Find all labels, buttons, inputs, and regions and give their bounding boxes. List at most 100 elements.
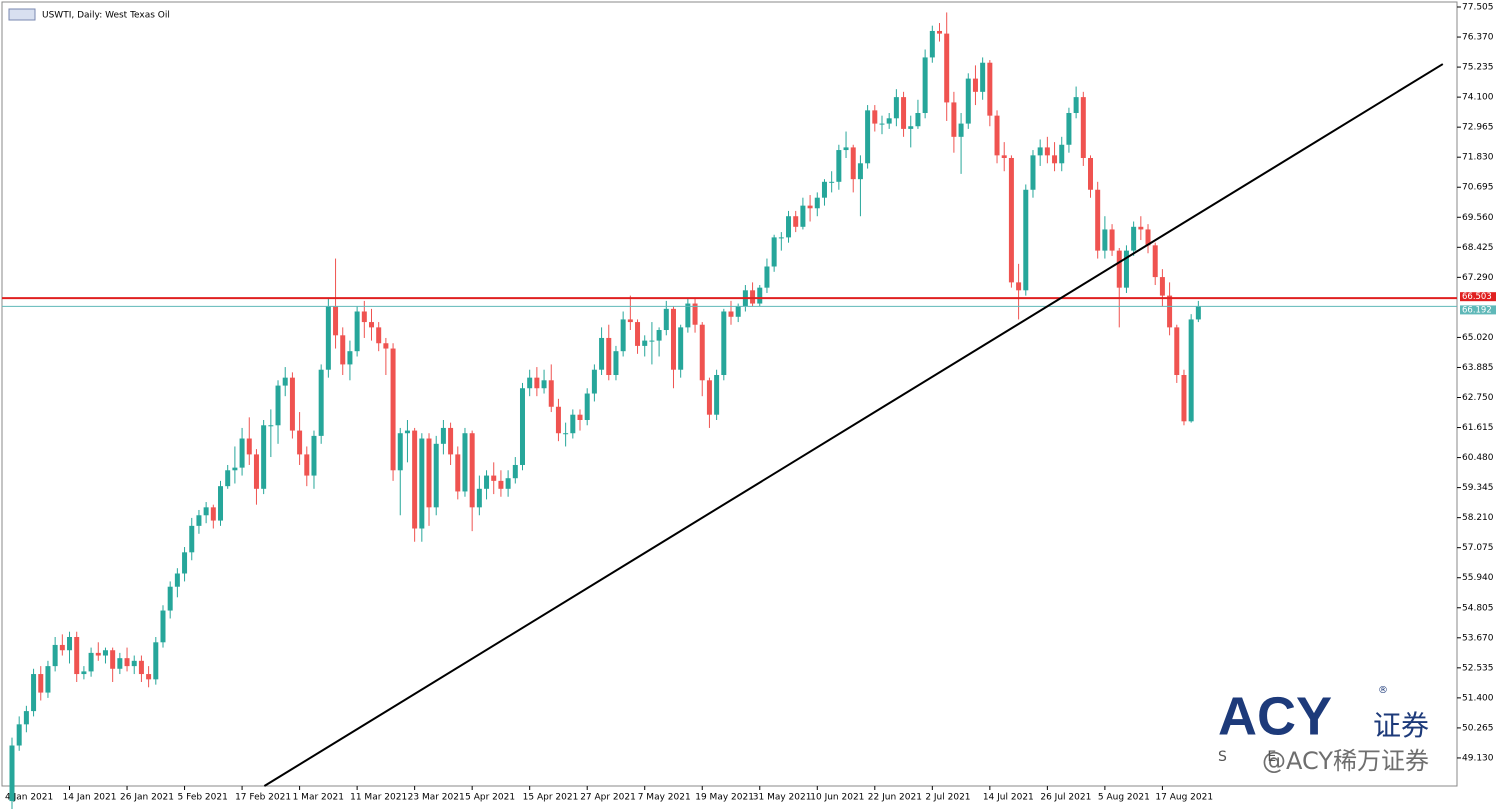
candle-body xyxy=(354,311,360,352)
candle-body xyxy=(886,118,892,124)
logo-cn: 证券 xyxy=(1373,709,1429,742)
candle-body xyxy=(879,123,885,125)
candle-body xyxy=(1008,157,1014,283)
candle-body xyxy=(922,57,928,114)
candle-body xyxy=(1066,113,1072,145)
candle-body xyxy=(793,216,799,227)
candle-body xyxy=(908,126,914,129)
y-tick-label: 76.370 xyxy=(1462,33,1494,43)
candle-body xyxy=(563,433,569,435)
candle-body xyxy=(807,205,813,209)
candle-body xyxy=(814,197,820,209)
candle-body xyxy=(45,666,51,693)
watermark: @ACY稀万证券 xyxy=(1262,747,1429,775)
candle-body xyxy=(505,478,511,489)
candle-body xyxy=(218,486,224,521)
x-tick-label: 11 Mar 2021 xyxy=(350,793,407,803)
x-tick-label: 27 Apr 2021 xyxy=(580,793,636,803)
y-tick-label: 57.075 xyxy=(1462,543,1494,553)
candle-body xyxy=(527,377,533,389)
candle-body xyxy=(369,322,374,328)
x-tick-label: 19 May 2021 xyxy=(695,793,754,803)
candle-body xyxy=(1123,250,1129,288)
candle-body xyxy=(857,163,863,180)
candle-body xyxy=(541,380,547,389)
candle-body xyxy=(261,425,267,489)
candle-body xyxy=(843,147,849,151)
y-tick-label: 68.425 xyxy=(1462,243,1494,253)
trendline xyxy=(263,63,1444,787)
candle-body xyxy=(699,324,705,381)
candle-body xyxy=(124,658,130,667)
candle-body xyxy=(678,327,684,370)
candle-body xyxy=(1159,277,1165,296)
candle-body xyxy=(102,650,108,656)
candle-body xyxy=(965,78,971,124)
candle-body xyxy=(1181,375,1187,422)
candle-body xyxy=(1102,229,1108,251)
y-tick-label: 49.130 xyxy=(1462,753,1494,763)
candle-body xyxy=(146,674,152,680)
candle-body xyxy=(203,507,209,516)
candle-body xyxy=(347,351,353,365)
candle-body xyxy=(275,385,281,426)
y-tick-label: 65.020 xyxy=(1462,333,1494,343)
logo-mark: ACY xyxy=(1218,686,1332,746)
y-tick-label: 61.615 xyxy=(1462,423,1494,433)
candle-body xyxy=(577,414,583,420)
x-tick-label: 14 Jan 2021 xyxy=(63,793,117,803)
candle-body xyxy=(893,97,899,119)
y-tick-label: 70.695 xyxy=(1462,183,1494,193)
candle-body xyxy=(584,393,590,420)
candle-body xyxy=(649,340,655,342)
candle-body xyxy=(1073,97,1079,114)
candle-body xyxy=(901,97,907,129)
candle-body xyxy=(599,337,605,370)
candle-body xyxy=(872,110,878,124)
candle-body xyxy=(462,433,468,492)
candle-body xyxy=(555,406,561,434)
candle-body xyxy=(570,414,576,434)
candle-body xyxy=(865,110,871,164)
candle-body xyxy=(663,308,669,331)
candle-body xyxy=(786,216,792,238)
x-tick-label: 15 Apr 2021 xyxy=(523,793,579,803)
y-tick-label: 52.535 xyxy=(1462,663,1494,673)
candle-body xyxy=(498,480,504,489)
price-label: 66.192 xyxy=(1462,305,1492,315)
candle-body xyxy=(318,369,324,436)
candle-body xyxy=(951,102,957,137)
candle-body xyxy=(282,377,288,386)
candle-body xyxy=(1116,250,1122,288)
candle-body xyxy=(117,658,123,669)
candle-body xyxy=(915,113,921,127)
candle-body xyxy=(304,454,310,476)
candle-body xyxy=(74,637,80,675)
candle-body xyxy=(1109,229,1115,251)
candle-body xyxy=(821,181,827,198)
candle-body xyxy=(311,435,317,476)
candle-body xyxy=(440,427,446,444)
candle-body xyxy=(1016,282,1022,291)
candle-body xyxy=(1044,147,1050,156)
y-tick-label: 63.885 xyxy=(1462,363,1494,373)
candle-body xyxy=(1174,327,1180,376)
candle-body xyxy=(131,660,137,667)
candle-body xyxy=(829,181,835,183)
candle-body xyxy=(642,340,648,346)
candle-body xyxy=(764,266,770,288)
candle-body xyxy=(289,377,295,431)
candle-body xyxy=(606,337,612,376)
candle-body xyxy=(706,380,712,415)
candle-body xyxy=(404,430,410,434)
candle-body xyxy=(1001,155,1007,158)
candle-body xyxy=(376,327,382,344)
candle-body xyxy=(937,30,943,34)
y-tick-label: 75.235 xyxy=(1462,63,1494,73)
x-tick-label: 1 Mar 2021 xyxy=(293,793,344,803)
candle-body xyxy=(361,311,367,323)
candle-body xyxy=(340,335,346,365)
price-label-box xyxy=(1460,292,1496,302)
candle-body xyxy=(448,427,454,455)
candle-body xyxy=(1059,144,1065,164)
